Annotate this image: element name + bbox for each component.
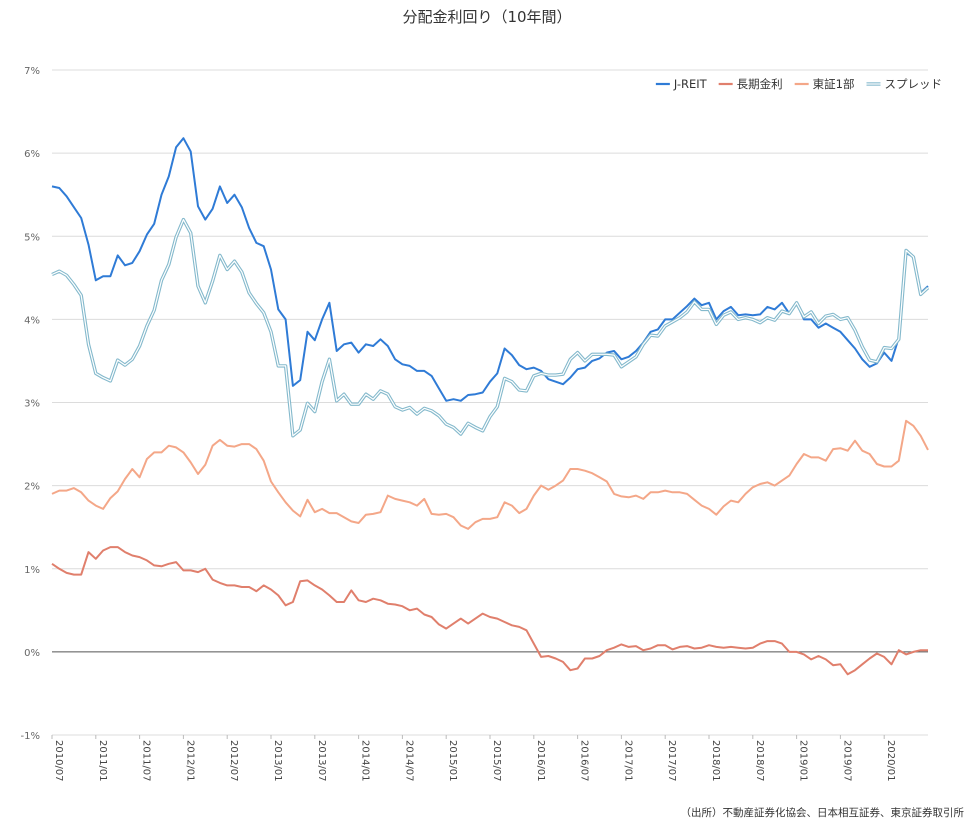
x-tick-label: 2015/07	[491, 740, 502, 782]
x-tick-label: 2019/01	[798, 740, 809, 782]
series-3	[51, 217, 930, 438]
x-axis: 2010/07 2011/01 2011/07 2012/01 2012/07 2013/…	[51, 735, 896, 782]
x-tick-label: 2010/07	[53, 740, 64, 782]
series-1	[51, 546, 928, 676]
y-tick-label: 5%	[24, 232, 40, 243]
x-tick-label: 2016/07	[579, 740, 590, 782]
x-tick-label: 2018/07	[754, 740, 765, 782]
x-tick-label: 2017/01	[622, 740, 633, 782]
x-tick-label: 2018/01	[710, 740, 721, 782]
y-tick-label: 1%	[24, 565, 40, 576]
series-line	[51, 546, 928, 676]
series-line	[51, 419, 929, 530]
x-tick-label: 2014/01	[360, 740, 371, 782]
y-tick-label: -1%	[21, 731, 40, 742]
chart-title: 分配金利回り（10年間）	[402, 8, 572, 26]
y-axis: -1% 0% 1% 2% 3% 4% 5% 6% 7%	[21, 66, 40, 742]
legend-label: スプレッド	[885, 77, 943, 91]
x-tick-label: 2011/07	[141, 740, 152, 782]
x-tick-label: 2020/01	[885, 740, 896, 782]
legend-item: 東証1部	[794, 77, 855, 91]
y-tick-label: 6%	[24, 149, 40, 160]
legend-label: 長期金利	[737, 77, 783, 91]
source-note: （出所）不動産証券化協会、日本相互証券、東京証券取引所	[680, 807, 965, 819]
series-line	[51, 217, 930, 438]
legend-item: 長期金利	[718, 77, 783, 91]
legend: J-REIT 長期金利 東証1部 スプレッド	[655, 77, 943, 91]
legend-label: J-REIT	[673, 77, 708, 91]
x-tick-label: 2012/07	[228, 740, 239, 782]
series-0	[51, 137, 929, 402]
x-tick-label: 2016/01	[535, 740, 546, 782]
x-tick-label: 2015/01	[447, 740, 458, 782]
x-tick-label: 2011/01	[97, 740, 108, 782]
y-tick-label: 0%	[24, 648, 40, 659]
y-tick-label: 3%	[24, 399, 40, 410]
x-tick-label: 2013/01	[272, 740, 283, 782]
legend-label: 東証1部	[813, 77, 855, 91]
series-line-inner	[51, 219, 929, 437]
x-tick-label: 2017/07	[666, 740, 677, 782]
y-tick-label: 2%	[24, 482, 40, 493]
series-2	[51, 419, 929, 530]
series-line	[51, 137, 929, 402]
y-tick-label: 7%	[24, 66, 40, 77]
y-tick-label: 4%	[24, 315, 40, 326]
series-lines	[51, 137, 930, 676]
legend-item: スプレッド	[866, 77, 943, 91]
x-tick-label: 2012/01	[184, 740, 195, 782]
x-tick-label: 2013/07	[316, 740, 327, 782]
gridlines	[52, 69, 928, 736]
x-tick-label: 2019/07	[841, 740, 852, 782]
x-tick-label: 2014/07	[403, 740, 414, 782]
legend-item: J-REIT	[655, 77, 708, 91]
